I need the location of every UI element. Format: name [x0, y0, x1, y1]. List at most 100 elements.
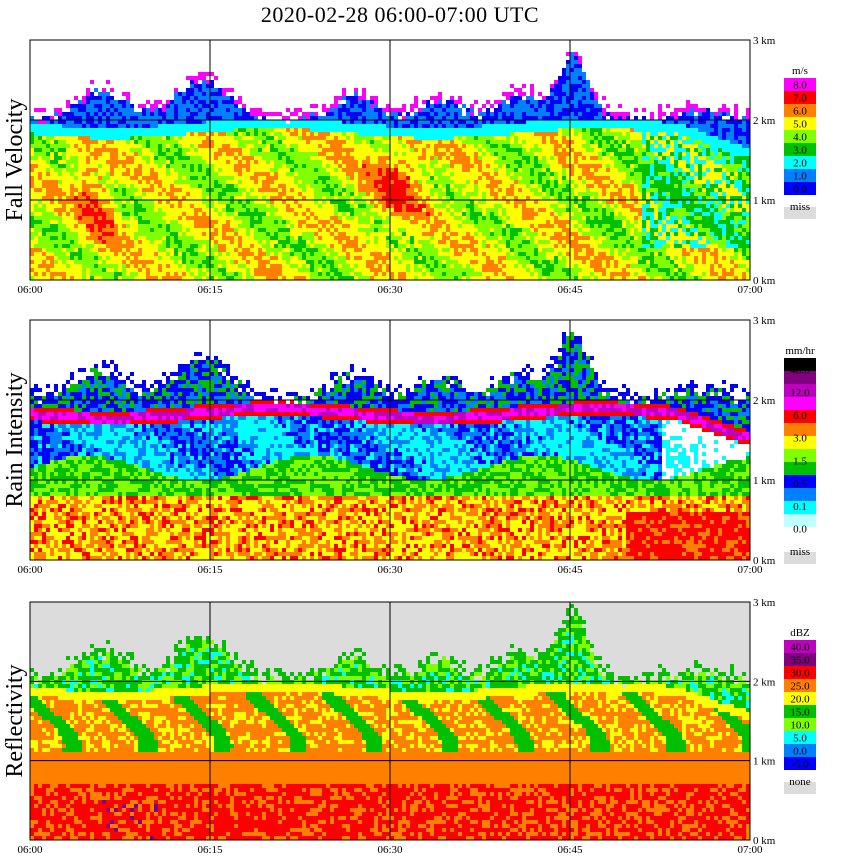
fall-velocity-cell [198, 120, 202, 124]
fall-velocity-cell [318, 140, 322, 144]
fall-velocity-cell [270, 176, 274, 184]
fall-velocity-cell [718, 248, 722, 264]
fall-velocity-cell [334, 188, 338, 196]
fall-velocity-cell [558, 256, 562, 260]
fall-velocity-cell [242, 148, 246, 156]
fall-velocity-cell [698, 188, 702, 192]
fall-velocity-cell [474, 232, 478, 236]
fall-velocity-cell [130, 264, 134, 272]
fall-velocity-cell [354, 264, 358, 268]
fall-velocity-cell [666, 116, 670, 120]
rain-intensity-cell [42, 428, 46, 464]
fall-velocity-cell [366, 276, 370, 280]
fall-velocity-cell [598, 164, 602, 168]
fall-velocity-cell [358, 168, 362, 192]
fall-velocity-cell [374, 164, 378, 180]
fall-velocity-cell [86, 152, 90, 156]
fall-velocity-cell [54, 152, 58, 164]
rain-intensity-cell [86, 380, 90, 388]
fall-velocity-cell [386, 152, 390, 156]
rain-intensity-cell [70, 420, 74, 424]
fall-velocity-cell [494, 124, 498, 136]
fall-velocity-cell [686, 128, 690, 136]
fall-velocity-cell [162, 136, 166, 140]
fall-velocity-cell [90, 156, 94, 168]
fall-velocity-cell [466, 136, 470, 144]
fall-velocity-cell [726, 120, 730, 124]
fall-velocity-cell [362, 216, 366, 224]
fall-velocity-cell [158, 252, 162, 256]
fall-velocity-cell [50, 120, 54, 124]
fall-velocity-cell [122, 244, 126, 248]
fall-velocity-cell [354, 216, 358, 236]
fall-velocity-cell [70, 128, 74, 136]
rain-intensity-cell [74, 456, 78, 464]
rain-intensity-cell [38, 412, 42, 420]
fall-velocity-cell [674, 236, 678, 240]
fall-velocity-cell [410, 244, 414, 260]
fall-velocity-cell [490, 104, 494, 108]
fall-velocity-cell [298, 128, 302, 136]
fall-velocity-cell [578, 88, 582, 100]
fall-velocity-cell [474, 184, 478, 196]
fall-velocity-cell [302, 212, 306, 216]
fall-velocity-cell [370, 100, 374, 104]
fall-velocity-cell [522, 228, 526, 232]
fall-velocity-cell [582, 248, 586, 256]
fall-velocity-cell [446, 168, 450, 176]
fall-velocity-cell [222, 268, 226, 276]
fall-velocity-cell [578, 260, 582, 268]
fall-velocity-cell [34, 204, 38, 212]
fall-velocity-cell [722, 268, 726, 280]
fall-velocity-cell [306, 208, 310, 212]
fall-velocity-cell [126, 144, 130, 156]
fall-velocity-cell [522, 144, 526, 148]
fall-velocity-cell [98, 276, 102, 280]
fall-velocity-cell [134, 116, 138, 120]
fall-velocity-cell [250, 244, 254, 248]
fall-velocity-cell [706, 108, 710, 120]
fall-velocity-cell [250, 212, 254, 228]
fall-velocity-cell [454, 192, 458, 212]
fall-velocity-cell [194, 244, 198, 248]
fall-velocity-cell [666, 172, 670, 176]
fall-velocity-cell [534, 144, 538, 152]
fall-velocity-cell [686, 100, 690, 112]
fall-velocity-cell [642, 184, 646, 188]
fall-velocity-cell [582, 120, 586, 128]
fall-velocity-cell [330, 236, 334, 244]
fall-velocity-cell [266, 264, 270, 268]
fall-velocity-cell [514, 136, 518, 148]
rain-intensity-cell [98, 472, 102, 476]
fall-velocity-cell [566, 52, 570, 56]
fall-velocity-cell [226, 216, 230, 220]
fall-velocity-cell [362, 228, 366, 232]
fall-velocity-cell [546, 188, 550, 200]
fall-velocity-cell [618, 188, 622, 204]
fall-velocity-cell [394, 108, 398, 112]
fall-velocity-cell [162, 220, 166, 236]
fall-velocity-cell [430, 168, 434, 176]
fall-velocity-cell [502, 148, 506, 156]
rain-intensity-cell [82, 540, 86, 548]
fall-velocity-cell [38, 232, 42, 236]
rain-intensity-cell [106, 556, 110, 560]
fall-velocity-cell [482, 216, 486, 220]
fall-velocity-cell [614, 204, 618, 208]
rain-intensity-cell [58, 392, 62, 396]
fall-velocity-cell [610, 260, 614, 272]
fall-velocity-cell [234, 164, 238, 172]
fall-velocity-cell [242, 104, 246, 108]
rain-intensity-cell [94, 540, 98, 544]
fall-velocity-cell [738, 192, 742, 196]
fall-velocity-cell [38, 172, 42, 180]
fall-velocity-cell [550, 272, 554, 280]
fall-velocity-cell [46, 116, 50, 120]
fall-velocity-cell [598, 168, 602, 176]
fall-velocity-cell [338, 140, 342, 160]
rain-intensity-cell [62, 420, 66, 424]
fall-velocity-cell [442, 276, 446, 280]
fall-velocity-cell [298, 204, 302, 208]
fall-velocity-cell [518, 248, 522, 252]
fall-velocity-cell [650, 176, 654, 180]
